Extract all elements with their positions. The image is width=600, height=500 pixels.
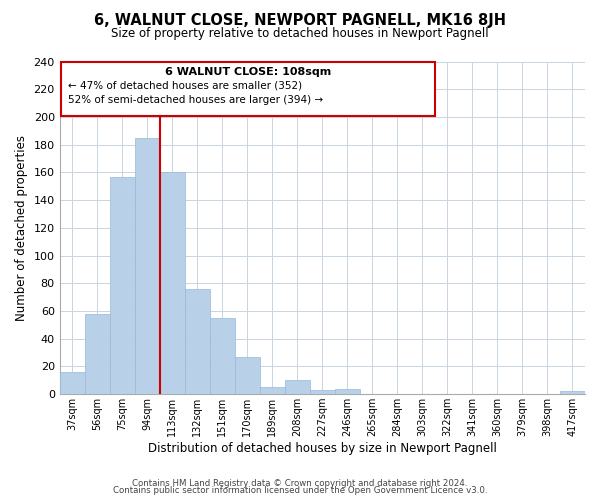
Bar xyxy=(160,172,185,394)
Text: Size of property relative to detached houses in Newport Pagnell: Size of property relative to detached ho… xyxy=(111,28,489,40)
Bar xyxy=(335,388,360,394)
Bar xyxy=(560,392,585,394)
Bar xyxy=(210,318,235,394)
Bar xyxy=(260,387,285,394)
Text: 6, WALNUT CLOSE, NEWPORT PAGNELL, MK16 8JH: 6, WALNUT CLOSE, NEWPORT PAGNELL, MK16 8… xyxy=(94,12,506,28)
Bar xyxy=(235,356,260,394)
Text: Contains public sector information licensed under the Open Government Licence v3: Contains public sector information licen… xyxy=(113,486,487,495)
Text: ← 47% of detached houses are smaller (352): ← 47% of detached houses are smaller (35… xyxy=(68,81,302,91)
Text: Contains HM Land Registry data © Crown copyright and database right 2024.: Contains HM Land Registry data © Crown c… xyxy=(132,478,468,488)
Bar xyxy=(135,138,160,394)
Bar xyxy=(185,289,210,394)
Bar xyxy=(310,390,335,394)
Y-axis label: Number of detached properties: Number of detached properties xyxy=(15,135,28,321)
Bar xyxy=(85,314,110,394)
Bar xyxy=(110,176,135,394)
Text: 52% of semi-detached houses are larger (394) →: 52% of semi-detached houses are larger (… xyxy=(68,95,323,105)
Bar xyxy=(59,372,85,394)
Text: 6 WALNUT CLOSE: 108sqm: 6 WALNUT CLOSE: 108sqm xyxy=(165,67,331,77)
Bar xyxy=(285,380,310,394)
X-axis label: Distribution of detached houses by size in Newport Pagnell: Distribution of detached houses by size … xyxy=(148,442,497,455)
FancyBboxPatch shape xyxy=(61,62,435,116)
